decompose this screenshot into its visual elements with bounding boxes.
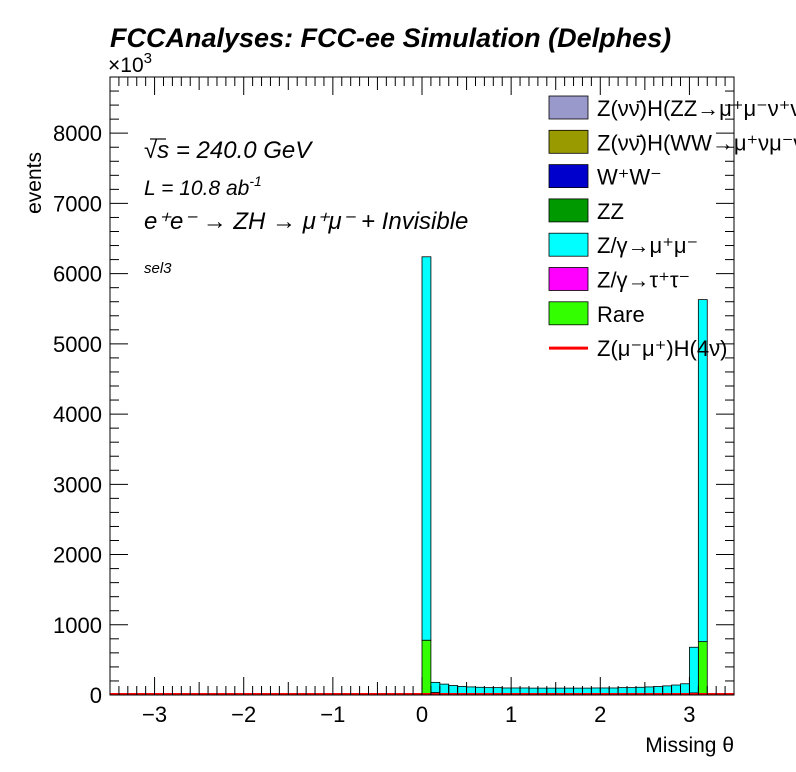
legend-label: Z(νν̄)H(WW→μ⁺νμ⁻ν) xyxy=(597,130,796,155)
legend-label: Z/γ→τ⁺τ⁻ xyxy=(597,268,690,293)
y-tick-label: 5000 xyxy=(53,332,102,357)
legend-swatch xyxy=(548,95,589,120)
legend-label: Z/γ→μ⁺μ⁻ xyxy=(597,233,698,258)
axis-tick-labels: −3 −2 −1 0 1 2 3 0 1000 2000 3000 4000 5000 6000 7000 8… xyxy=(53,121,696,727)
bar-zgamma-mumu-bin-29 xyxy=(680,683,690,695)
x-tick-label: −1 xyxy=(320,702,345,727)
legend-swatch xyxy=(548,129,589,154)
chart-title: FCCAnalyses: FCC-ee Simulation (Delphes) xyxy=(110,23,671,53)
legend-label: Rare xyxy=(597,302,645,327)
process-annotation: e⁺e⁻ → ZH → μ⁺μ⁻ + Invisible xyxy=(144,208,468,235)
legend-label: W⁺W⁻ xyxy=(597,165,662,190)
axis-ticks xyxy=(109,76,735,696)
x-tick-label: 3 xyxy=(683,702,695,727)
y-tick-label: 1000 xyxy=(53,613,102,638)
legend: Z(νν̄)H(ZZ→μ⁺μ⁻ν⁺ν⁻) Z(νν̄)H(WW→μ⁺νμ⁻ν) W⁺… xyxy=(548,95,796,361)
y-tick-label: 0 xyxy=(90,683,102,708)
x-tick-label: 0 xyxy=(416,702,428,727)
bar-rare-bin-0 xyxy=(421,639,432,695)
x-tick-label: −3 xyxy=(142,702,167,727)
legend-swatch xyxy=(548,232,589,257)
y-multiplier: ×103 xyxy=(108,50,152,77)
legend-label: Z(νν̄)H(ZZ→μ⁺μ⁻ν⁺ν⁻) xyxy=(597,96,796,121)
bar-zgamma-mumu-bin-31 xyxy=(697,299,708,643)
y-tick-label: 3000 xyxy=(53,472,102,497)
y-tick-label: 2000 xyxy=(53,543,102,568)
selection-annotation: sel3 xyxy=(144,260,172,277)
bar-zgamma-mumu-bin-4 xyxy=(457,686,467,695)
x-tick-label: 1 xyxy=(505,702,517,727)
legend-swatch xyxy=(548,164,589,189)
legend-label: ZZ xyxy=(597,199,624,224)
bar-zgamma-mumu-bin-3 xyxy=(448,685,459,695)
legend-swatch xyxy=(548,198,589,223)
y-tick-label: 7000 xyxy=(53,191,102,216)
y-tick-label: 4000 xyxy=(53,402,102,427)
x-axis-label: Missing θ xyxy=(645,734,734,757)
bar-zgamma-mumu-bin-0 xyxy=(421,256,432,641)
luminosity-annotation: L = 10.8 ab-1 xyxy=(144,173,262,200)
legend-swatch xyxy=(548,301,589,326)
y-tick-label: 8000 xyxy=(53,121,102,146)
y-axis-label: events xyxy=(23,152,46,214)
bar-zgamma-mumu-bin-1 xyxy=(430,681,441,693)
x-tick-label: −2 xyxy=(231,702,256,727)
annotations: √s = 240.0 GeV L = 10.8 ab-1 e⁺e⁻ → ZH →… xyxy=(144,137,468,277)
bar-rare-bin-31 xyxy=(697,641,708,695)
x-tick-label: 2 xyxy=(594,702,606,727)
legend-swatch xyxy=(548,267,589,291)
legend-label: Z(μ⁻μ⁺)H(4ν) xyxy=(597,336,727,361)
y-tick-label: 6000 xyxy=(53,262,102,287)
sqrt-s-annotation: √s = 240.0 GeV xyxy=(144,137,313,164)
bar-zgamma-mumu-bin-28 xyxy=(671,684,681,695)
bar-zgamma-mumu-bin-30 xyxy=(689,646,699,694)
bar-zgamma-mumu-bin-2 xyxy=(439,683,450,694)
